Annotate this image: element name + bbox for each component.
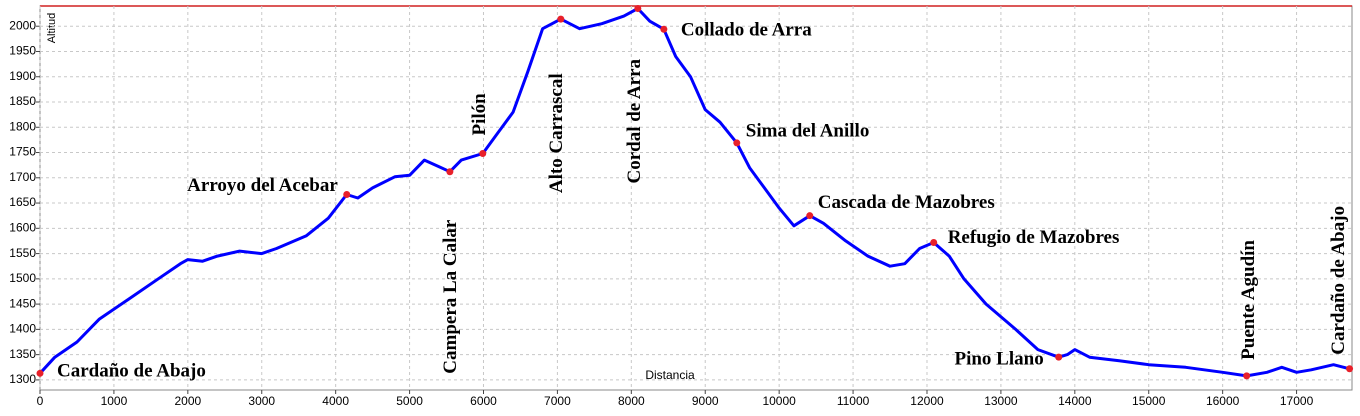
waypoint	[930, 238, 938, 246]
y-tick-label: 1950	[9, 44, 36, 58]
y-tick-label: 2000	[9, 18, 36, 32]
x-tick-label: 1000	[101, 394, 128, 408]
waypoint	[634, 5, 642, 13]
x-tick-label: 17000	[1280, 394, 1314, 408]
waypoint-label: Pilón	[469, 93, 490, 136]
waypoint	[36, 369, 44, 377]
y-tick-label: 1650	[9, 195, 36, 209]
x-tick-label: 15000	[1132, 394, 1166, 408]
waypoint-label: Campera La Calar	[440, 219, 461, 374]
y-tick-label: 1700	[9, 170, 36, 184]
x-tick-label: 4000	[322, 394, 349, 408]
waypoint-label: Arroyo del Acebar	[187, 175, 338, 196]
y-tick-label: 1400	[9, 322, 36, 336]
waypoint-label: Cordal de Arra	[624, 58, 645, 183]
waypoint	[660, 25, 668, 33]
x-tick-label: 8000	[618, 394, 645, 408]
waypoint	[446, 168, 454, 176]
y-tick-label: 1450	[9, 296, 36, 310]
waypoint	[1243, 372, 1251, 380]
waypoint	[557, 15, 565, 23]
y-tick-label: 1800	[9, 119, 36, 133]
x-tick-label: 12000	[910, 394, 944, 408]
x-tick-label: 0	[37, 394, 44, 408]
waypoint-label: Puente Agudín	[1238, 240, 1259, 360]
waypoint	[806, 212, 814, 220]
y-tick-label: 1750	[9, 145, 36, 159]
x-tick-label: 11000	[837, 394, 870, 408]
x-tick-label: 7000	[544, 394, 571, 408]
plot-frame	[39, 5, 1353, 391]
waypoint-label: Alto Carrascal	[546, 73, 567, 193]
profile-line	[38, 7, 1350, 378]
waypoint-label: Refugio de Mazobres	[948, 227, 1120, 248]
x-axis-title: Distancia	[645, 368, 695, 382]
x-tick-label: 2000	[174, 394, 201, 408]
waypoint-label: Collado de Arra	[681, 20, 812, 41]
x-tick-label: 5000	[396, 394, 423, 408]
waypoint	[479, 150, 487, 158]
y-tick-label: 1600	[9, 220, 36, 234]
waypoint-label: Cardaño de Abajo	[57, 361, 206, 382]
waypoint	[733, 139, 741, 147]
x-tick-label: 14000	[1058, 394, 1092, 408]
x-tick-label: 13000	[984, 394, 1018, 408]
x-tick-label: 16000	[1206, 394, 1240, 408]
x-tick-label: 10000	[762, 394, 796, 408]
waypoint-label: Cardaño de Abajo	[1328, 206, 1349, 355]
waypoint-label: Pino Llano	[954, 349, 1043, 370]
y-tick-label: 1900	[9, 69, 36, 83]
x-tick-label: 6000	[470, 394, 497, 408]
y-tick-label: 1550	[9, 246, 36, 260]
y-tick-label: 1850	[9, 94, 36, 108]
waypoint	[343, 190, 351, 198]
x-tick-label: 9000	[692, 394, 719, 408]
waypoint-label: Sima del Anillo	[746, 120, 870, 141]
waypoint-label: Cascada de Mazobres	[818, 192, 995, 213]
y-tick-label: 1500	[9, 271, 36, 285]
waypoint	[1346, 365, 1354, 373]
waypoint	[1055, 353, 1063, 361]
y-tick-label: 1300	[9, 372, 36, 386]
x-tick-label: 3000	[248, 394, 275, 408]
y-tick-label: 1350	[9, 347, 36, 361]
y-axis-title: Altitud	[46, 13, 58, 44]
